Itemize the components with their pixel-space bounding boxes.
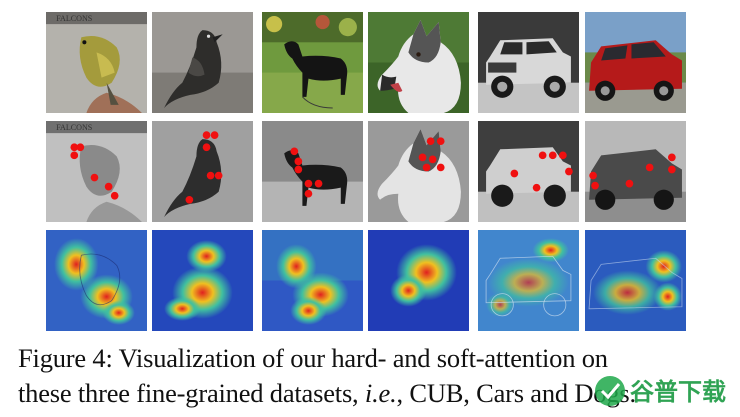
- figure-caption: Figure 4: Visualization of our hard- and…: [18, 341, 730, 411]
- attention-point: [90, 173, 99, 182]
- attention-point: [428, 155, 437, 164]
- caption-ie: i.e.: [364, 378, 397, 408]
- car-photo-2: [585, 12, 686, 113]
- caption-line-2: these three fine-grained datasets, i.e.,…: [18, 376, 730, 411]
- bird-hard-attention-2: [152, 121, 253, 222]
- car-hard-attention-2: [585, 121, 686, 222]
- attention-point: [70, 151, 79, 160]
- attention-point: [202, 143, 211, 152]
- attention-point: [645, 163, 654, 172]
- dog-soft-attention-1: [262, 230, 363, 331]
- bird-soft-attention-1: [46, 230, 147, 331]
- attention-point: [418, 153, 427, 162]
- bird-hard-attention-1: FALCONS: [46, 121, 147, 222]
- attention-point: [422, 163, 431, 172]
- dog-soft-attention-2: [368, 230, 469, 331]
- attention-point: [436, 163, 445, 172]
- attention-point: [294, 157, 303, 166]
- attention-point: [548, 151, 557, 160]
- attention-point: [426, 137, 435, 146]
- attention-point: [76, 143, 85, 152]
- attention-point: [591, 181, 599, 190]
- attention-point: [206, 171, 215, 180]
- svg-text:FALCONS: FALCONS: [56, 14, 92, 23]
- attention-point: [565, 167, 573, 176]
- attention-point: [294, 165, 303, 174]
- dog-hard-attention-1: [262, 121, 363, 222]
- attention-point: [538, 151, 547, 160]
- attention-point: [559, 151, 567, 160]
- caption-line-2-start: these three fine-grained datasets,: [18, 378, 365, 408]
- bird-soft-attention-2: [152, 230, 253, 331]
- attention-point: [110, 191, 119, 200]
- attention-point: [436, 137, 445, 146]
- attention-point: [314, 179, 323, 188]
- car-soft-attention-2: [585, 230, 686, 331]
- bird-photo-2: [152, 12, 253, 113]
- attention-point: [214, 171, 223, 180]
- attention-point: [185, 195, 194, 204]
- attention-point: [104, 182, 113, 191]
- dog-photo-1: [262, 12, 363, 113]
- attention-point: [589, 171, 597, 180]
- attention-point: [668, 165, 676, 174]
- attention-point: [70, 143, 79, 152]
- attention-point: [210, 131, 219, 139]
- dog-photo-2: [368, 12, 469, 113]
- attention-point: [290, 147, 299, 156]
- car-soft-attention-1: [478, 230, 579, 331]
- attention-point: [202, 131, 211, 139]
- attention-point: [304, 179, 313, 188]
- caption-line-1: Figure 4: Visualization of our hard- and…: [18, 343, 608, 373]
- attention-point: [532, 183, 541, 192]
- attention-point: [304, 189, 313, 198]
- car-photo-1: [478, 12, 579, 113]
- attention-point: [668, 153, 676, 162]
- dog-hard-attention-2: [368, 121, 469, 222]
- attention-point: [510, 169, 519, 178]
- attention-point: [625, 179, 634, 188]
- svg-text:谷普下载: 谷普下载: [630, 378, 726, 406]
- car-hard-attention-1: [478, 121, 579, 222]
- watermark-logo: 谷普下载: [592, 371, 734, 411]
- svg-text:FALCONS: FALCONS: [56, 123, 92, 132]
- bird-photo-1: FALCONS: [46, 12, 147, 113]
